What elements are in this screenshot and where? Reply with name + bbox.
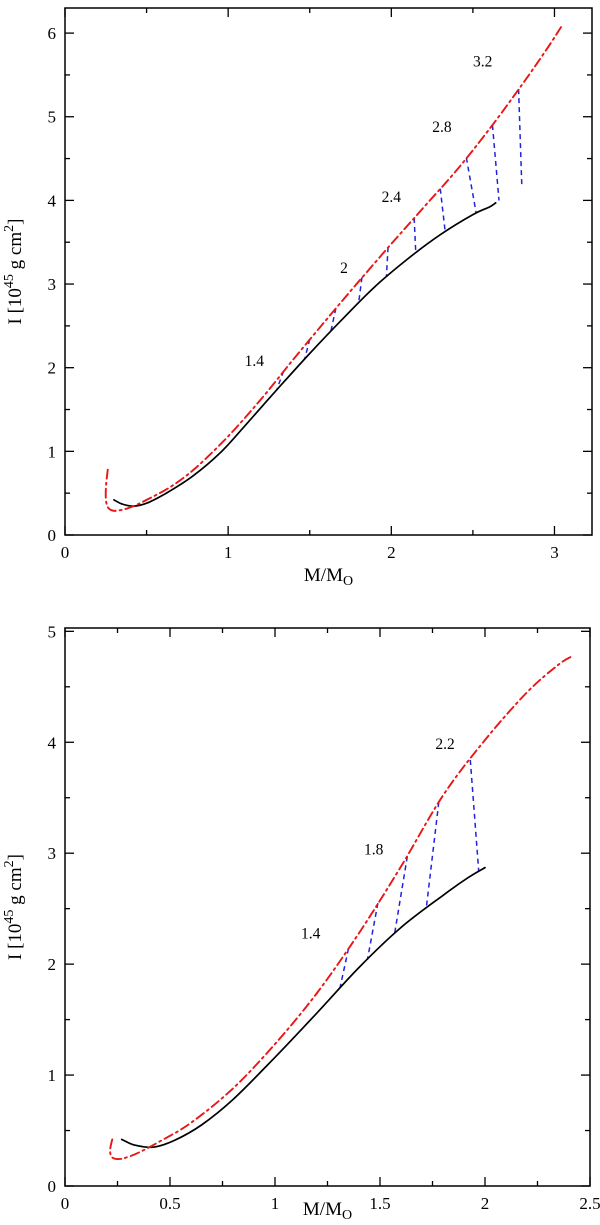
- plot-frame: [64, 7, 593, 536]
- x-axis-label: M/MO: [304, 565, 353, 589]
- y-axis-label: I [1045 g cm2]: [2, 854, 26, 960]
- chart-bottom-svg: 0 0.5 1 1.5 2 2.5 0 1 2 3 4 5 1.4 1.8 2.2 M/MO I [1045 g…: [2, 622, 600, 1223]
- constant-baryon-mass-connector: [330, 308, 337, 332]
- chart-top-svg: 0 1 2 3 0 1 2 3 4 5 6 1.4 2 2.4 2.8 3.2 M/MO I [1045 g cm…: [2, 7, 593, 589]
- baryon-mass-label: 2.4: [382, 189, 402, 206]
- baryon-mass-label: 1.4: [245, 353, 265, 370]
- constant-baryon-mass-connector: [469, 759, 480, 872]
- x-tick-label: 0: [61, 543, 70, 562]
- constant-baryon-mass-connector: [357, 277, 363, 303]
- baryon-mass-label: 1.4: [301, 926, 321, 943]
- y-tick-label: 2: [48, 359, 57, 378]
- x-tick-label: 2: [481, 1194, 490, 1213]
- constant-baryon-mass-connector: [413, 217, 417, 254]
- x-tick-label: 1.5: [369, 1194, 390, 1213]
- x-tick-label: 0.5: [159, 1194, 180, 1213]
- x-tick-label: 2: [387, 543, 396, 562]
- baryon-mass-label: 3.2: [473, 54, 492, 71]
- chart-top-panel: 0 1 2 3 0 1 2 3 4 5 6 1.4 2 2.4 2.8 3.2 M/MO I [1045 g cm…: [0, 0, 600, 612]
- x-tick-label: 3: [550, 543, 559, 562]
- constant-baryon-mass-connector: [517, 89, 523, 188]
- constant-baryon-mass-connector: [385, 247, 389, 277]
- y-tick-label: 5: [48, 622, 57, 641]
- baryon-mass-label: 2: [340, 260, 348, 277]
- keplerian-sequence-curve: [104, 23, 564, 512]
- y-tick-label: 5: [48, 108, 57, 127]
- x-axis-label: M/MO: [303, 1199, 352, 1220]
- y-tick-label: 1: [48, 442, 57, 461]
- x-tick-label: 1: [271, 1194, 280, 1213]
- constant-baryon-mass-connector: [465, 157, 477, 214]
- constant-baryon-mass-connector: [393, 856, 409, 934]
- y-tick-label: 1: [48, 1066, 57, 1085]
- constant-baryon-mass-connector: [339, 948, 350, 988]
- constant-baryon-mass-connector: [491, 125, 500, 201]
- baryon-mass-label: 2.8: [432, 119, 452, 136]
- x-tick-label: 0: [61, 1194, 70, 1213]
- static-sequence-curve: [120, 866, 486, 1149]
- x-tick-label: 2.5: [579, 1194, 600, 1213]
- constant-baryon-mass-connector: [304, 339, 311, 359]
- baryon-mass-label: 1.8: [364, 841, 384, 858]
- y-tick-label: 3: [48, 844, 57, 863]
- baryon-mass-label: 2.2: [435, 736, 454, 753]
- plot-frame: [64, 627, 591, 1187]
- y-tick-label: 4: [48, 191, 57, 210]
- x-tick-label: 1: [224, 543, 233, 562]
- y-tick-label: 0: [48, 526, 57, 545]
- static-sequence-curve: [113, 202, 497, 507]
- constant-baryon-mass-connector: [439, 188, 446, 232]
- y-tick-label: 4: [48, 733, 57, 752]
- y-tick-label: 3: [48, 275, 57, 294]
- y-tick-label: 2: [48, 955, 57, 974]
- y-tick-label: 6: [48, 24, 57, 43]
- constant-baryon-mass-connector: [366, 902, 379, 960]
- y-axis-label: I [1045 g cm2]: [2, 219, 26, 325]
- y-tick-label: 0: [48, 1177, 57, 1196]
- keplerian-sequence-curve: [109, 654, 575, 1161]
- chart-bottom-panel: 0 0.5 1 1.5 2 2.5 0 1 2 3 4 5 1.4 1.8 2.2 M/MO I [1045 g…: [0, 612, 600, 1225]
